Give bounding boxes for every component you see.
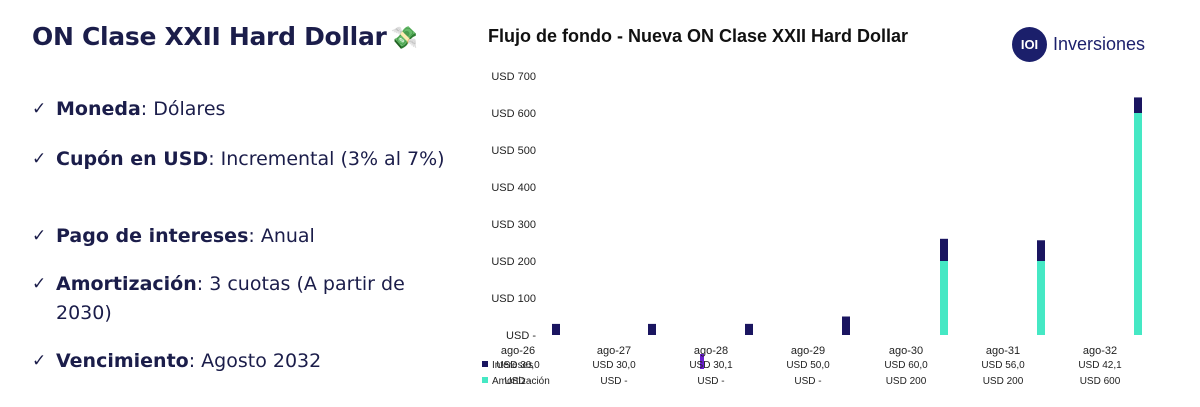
y-tick-label: USD 100 — [491, 293, 536, 305]
bar-intereses — [1134, 97, 1142, 113]
legend-label: Amortización — [492, 376, 550, 387]
logo-mark: IOI — [1012, 26, 1047, 62]
bar-intereses — [940, 238, 948, 261]
title-text: ON Clase XXII Hard Dollar — [32, 22, 387, 51]
legend-swatch — [482, 377, 488, 383]
y-tick-label: USD 500 — [491, 145, 536, 157]
brand-logo: IOI Inversiones — [1012, 26, 1145, 62]
bullet-value: 3 cuotas (A partir de 2030) — [56, 273, 405, 324]
table-cell: USD 42,1 — [1078, 360, 1122, 371]
bullet-key: Moneda — [56, 98, 141, 120]
table-cell: USD 200 — [886, 376, 927, 387]
table-cell: USD 56,0 — [981, 360, 1025, 371]
bar-amortizacion — [940, 261, 948, 335]
table-cell: USD 30,1 — [689, 360, 733, 371]
chart-title: Flujo de fondo - Nueva ON Clase XXII Har… — [488, 26, 909, 46]
cashflow-chart: USD - USD 100 USD 200 USD 300 USD 400 USD 500… — [482, 71, 1142, 387]
check-icon: ✓ — [32, 99, 47, 119]
check-icon: ✓ — [32, 226, 47, 246]
y-tick-label: USD 600 — [491, 108, 536, 120]
table-cell: USD 30,0 — [592, 360, 636, 371]
x-tick-label: ago-30 — [889, 345, 923, 357]
x-tick-label: ago-26 — [501, 345, 535, 357]
bullet-sep: : — [248, 225, 255, 247]
bullet-key: Vencimiento — [56, 350, 189, 372]
bullet-key: Pago de intereses — [56, 225, 249, 247]
bullet-sep: : — [196, 273, 204, 295]
bullet-moneda: ✓ Moneda: Dólares — [32, 95, 456, 124]
bar-intereses — [1037, 240, 1045, 261]
stray-marker — [700, 354, 704, 369]
y-tick-label: USD 700 — [491, 71, 536, 83]
bar-intereses — [552, 323, 560, 335]
table-cell: USD 30,0 — [496, 360, 540, 371]
x-tick-label: ago-27 — [597, 345, 631, 357]
bar-amortizacion — [1037, 261, 1045, 335]
check-icon: ✓ — [32, 351, 47, 371]
bullet-value: Anual — [254, 225, 315, 247]
bar-intereses — [842, 316, 850, 335]
x-tick-label: ago-28 — [694, 345, 728, 357]
table-cell: USD 600 — [1080, 376, 1121, 387]
table-cell: USD - — [697, 376, 724, 387]
bullet-value: Agosto 2032 — [195, 350, 322, 372]
bullet-sep: : — [140, 98, 148, 120]
bar-amortizacion — [1134, 113, 1142, 335]
bullet-value: Incremental (3% al 7%) — [214, 148, 445, 170]
x-tick-label: ago-32 — [1083, 345, 1117, 357]
y-tick-label: USD 200 — [491, 256, 536, 268]
bullet-sep: : — [208, 148, 215, 170]
page-title: ON Clase XXII Hard Dollar 💸 — [32, 22, 452, 51]
bullet-vencimiento: ✓ Vencimiento: Agosto 2032 — [32, 347, 456, 376]
bar-intereses — [648, 323, 656, 335]
y-tick-label: USD 300 — [491, 219, 536, 231]
bullet-key: Amortización — [56, 273, 197, 295]
table-cell: USD 200 — [983, 376, 1024, 387]
bullet-sep: : — [188, 350, 196, 372]
y-tick-label: USD - — [506, 330, 536, 342]
table-cell: USD 60,0 — [884, 360, 928, 371]
bullet-key: Cupón en USD — [56, 148, 209, 170]
bullet-amortizacion: ✓ Amortización: 3 cuotas (A partir de 203… — [32, 270, 456, 328]
table-cell: USD - — [600, 376, 627, 387]
table-cell: USD 50,0 — [786, 360, 830, 371]
bullet-cupon: ✓ Cupón en USD: Incremental (3% al 7%) — [32, 145, 456, 174]
legend-swatch — [482, 361, 488, 367]
legend-label: Intereses — [492, 360, 533, 371]
bullet-value: Dólares — [147, 98, 226, 120]
check-icon: ✓ — [32, 274, 47, 294]
bar-intereses — [745, 323, 753, 335]
x-tick-label: ago-31 — [986, 345, 1020, 357]
x-tick-label: ago-29 — [791, 345, 825, 357]
table-cell: USD - — [794, 376, 821, 387]
check-icon: ✓ — [32, 149, 47, 169]
table-cell: USD - — [504, 376, 531, 387]
money-with-wings-icon: 💸 — [390, 26, 418, 51]
bullet-pago: ✓ Pago de intereses: Anual — [32, 222, 456, 251]
y-tick-label: USD 400 — [491, 182, 536, 194]
info-panel: ON Clase XXII Hard Dollar 💸 ✓ Moneda: Dóla… — [32, 22, 452, 372]
logo-text: Inversiones — [1053, 33, 1146, 54]
